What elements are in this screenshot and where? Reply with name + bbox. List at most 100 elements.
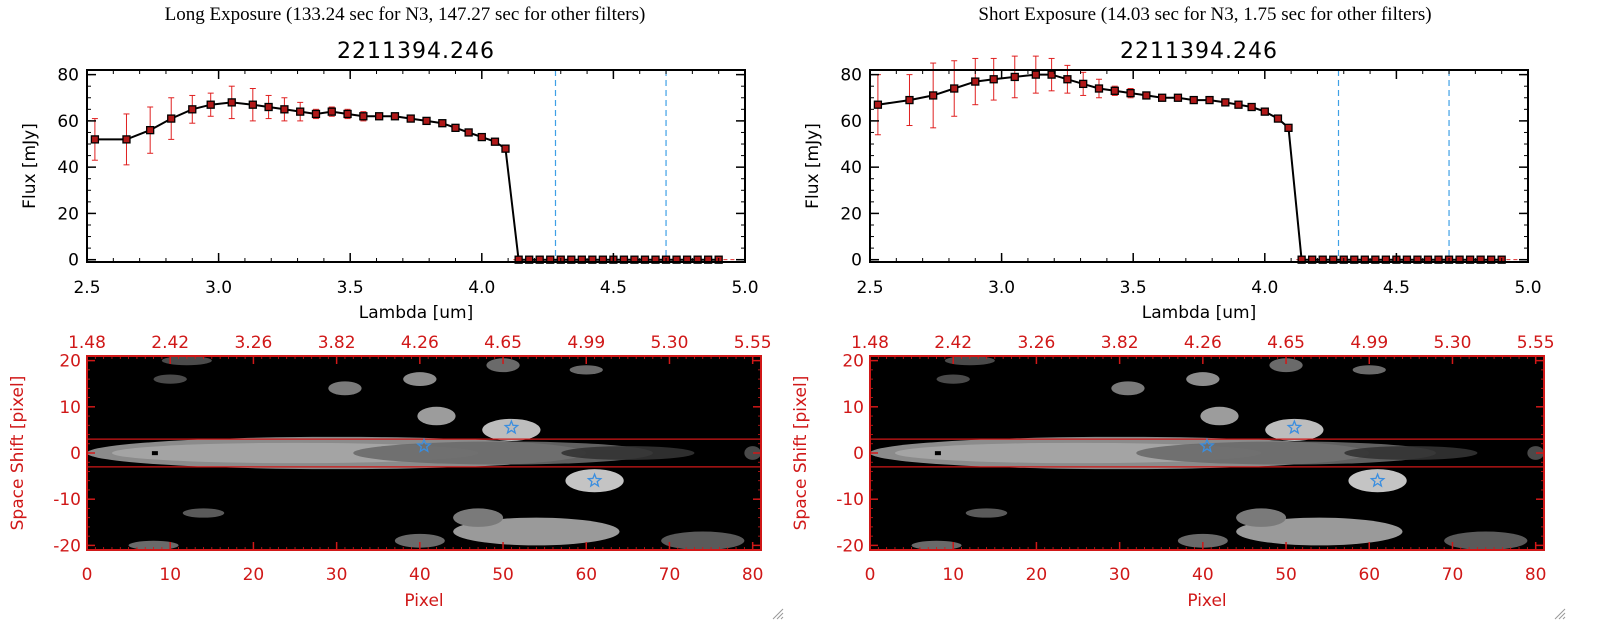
image-source-blob: [486, 358, 520, 373]
image-source-blob: [1136, 441, 1436, 465]
data-point: [1487, 255, 1496, 264]
image-source-blob: [1352, 365, 1386, 375]
y-tick-label: 20: [840, 204, 862, 224]
data-point: [630, 255, 639, 264]
shift-tick-label: 20: [842, 352, 864, 372]
image-source-blob: [403, 372, 437, 387]
data-point: [577, 255, 586, 264]
x-tick-label: 4.0: [468, 278, 495, 298]
image-source-blob: [182, 508, 225, 518]
pixel-tick-label: 80: [1525, 565, 1547, 585]
image-source-blob: [1348, 469, 1407, 493]
image-peak-pixel: [934, 451, 941, 456]
x-tick-label: 2.5: [73, 278, 100, 298]
star-marker: [503, 419, 520, 435]
data-point: [1234, 100, 1243, 109]
data-point: [1010, 72, 1019, 82]
spectrum-title: 2211394.246: [337, 39, 495, 64]
x-tick-label: 4.5: [600, 278, 627, 298]
resize-grip-right[interactable]: [1552, 606, 1566, 620]
data-point: [1063, 75, 1072, 84]
shift-tick-label: -20: [53, 536, 81, 556]
shift-tick-label: -20: [836, 536, 864, 556]
pixel-tick-label: 10: [942, 565, 964, 585]
wavelength-tick-label: 4.26: [1184, 333, 1222, 353]
y-axis-label: Flux [mJy]: [803, 123, 823, 209]
pixel-tick-label: 40: [1192, 565, 1214, 585]
data-point: [1465, 255, 1475, 264]
data-point: [206, 100, 215, 109]
data-point: [327, 107, 336, 116]
x-tick-label: 3.5: [1120, 278, 1147, 298]
data-point: [971, 77, 980, 86]
data-point: [296, 107, 305, 116]
pixel-axis-label: Pixel: [404, 591, 443, 611]
pixel-tick-label: 40: [409, 565, 431, 585]
data-point: [438, 119, 447, 128]
data-point: [693, 255, 702, 264]
wavelength-tick-label: 4.26: [401, 333, 439, 353]
data-point: [501, 144, 510, 153]
pixel-tick-label: 80: [742, 565, 764, 585]
star-marker: [1286, 419, 1303, 435]
shift-tick-label: 10: [842, 398, 864, 418]
data-point: [1031, 70, 1040, 79]
wavelength-tick-label: 3.26: [1017, 333, 1055, 353]
x-tick-label: 4.0: [1251, 278, 1278, 298]
image-source-blob: [565, 469, 624, 493]
y-tick-label: 20: [57, 204, 79, 224]
x-tick-label: 4.5: [1383, 278, 1410, 298]
data-point: [1126, 88, 1135, 98]
pixel-tick-label: 70: [1442, 565, 1464, 585]
data-point: [1476, 255, 1485, 264]
image-source-blob: [1269, 358, 1303, 373]
data-point: [640, 255, 650, 264]
x-tick-label: 5.0: [731, 278, 758, 298]
data-point: [359, 112, 368, 121]
x-tick-label: 3.0: [988, 278, 1015, 298]
wavelength-tick-label: 3.82: [318, 333, 356, 353]
data-point: [406, 114, 415, 123]
data-point: [1079, 79, 1088, 89]
data-point: [651, 255, 660, 264]
long-exposure-panel: 2211394.246 2.5 3.0 3.5 4.0 4.5 5.0 0 20 40 60 80 La…: [8, 39, 772, 611]
data-point: [873, 100, 883, 109]
data-point: [167, 114, 176, 123]
data-point: [1158, 93, 1167, 102]
image-source-blob: [1444, 531, 1528, 550]
data-point: [989, 75, 998, 84]
image-source-blob: [128, 540, 179, 551]
data-point: [682, 255, 692, 264]
data-point: [490, 137, 500, 146]
image-source-blob: [944, 356, 995, 366]
image-source-blob: [561, 446, 695, 460]
data-point: [188, 105, 197, 114]
y-tick-label: 60: [57, 112, 79, 132]
resize-grip-left[interactable]: [770, 606, 784, 620]
data-point: [1189, 95, 1198, 105]
star-marker: [586, 472, 603, 488]
data-point: [264, 102, 273, 112]
image-source-blob: [1177, 533, 1228, 548]
data-point: [1260, 107, 1269, 116]
spectrum-frame: [869, 69, 1529, 263]
data-point: [535, 255, 544, 264]
data-point: [1247, 102, 1256, 112]
shift-tick-label: -10: [836, 490, 864, 510]
pixel-tick-label: 50: [492, 565, 514, 585]
wavelength-tick-label: 1.48: [68, 333, 106, 353]
image-peak-pixel: [151, 451, 158, 456]
data-point: [1329, 255, 1338, 264]
data-point: [375, 112, 384, 121]
y-tick-label: 40: [57, 158, 79, 178]
data-point: [1434, 255, 1443, 264]
star-marker: [416, 437, 432, 453]
data-point: [1094, 84, 1104, 93]
wavelength-tick-label: 5.55: [1517, 333, 1555, 353]
image-source-blob: [569, 365, 603, 375]
data-point: [929, 91, 938, 100]
wavelength-tick-label: 5.30: [1434, 333, 1472, 353]
short-exposure-header: Short Exposure (14.03 sec for N3, 1.75 s…: [978, 4, 1432, 25]
image-source-blob: [1186, 372, 1220, 387]
